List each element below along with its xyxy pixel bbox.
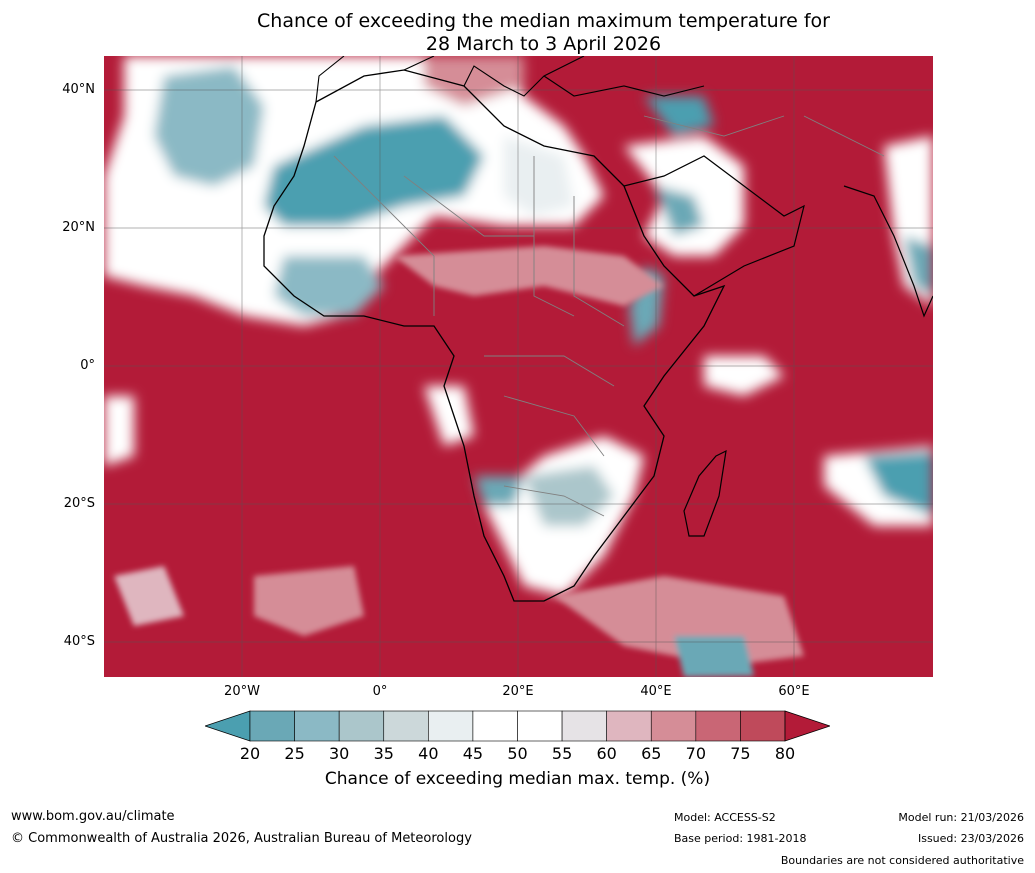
colorbar-tick: 25 <box>284 744 305 763</box>
lon-label-0: 0° <box>372 684 388 699</box>
colorbar-tick: 30 <box>328 744 350 763</box>
colorbar-tick: 50 <box>507 744 528 763</box>
colorbar-segment <box>561 710 607 742</box>
colorbar-segment <box>650 710 697 742</box>
colorbar-extend-high <box>784 710 832 742</box>
issued-date: Issued: 23/03/2026 <box>917 832 1024 845</box>
colorbar-extend-low <box>203 710 251 742</box>
arabia-coastline <box>623 155 805 297</box>
title-line-2: 28 March to 3 April 2026 <box>425 33 662 55</box>
colorbar-tick: 55 <box>551 744 573 763</box>
colorbar-tick: 60 <box>596 744 617 763</box>
low-chance-regions <box>104 56 933 596</box>
colorbar-tick: 80 <box>774 744 796 763</box>
model-info: Model: ACCESS-S2 <box>674 811 776 824</box>
colorbar-tick: 40 <box>418 744 439 763</box>
colorbar-tick: 35 <box>373 744 394 763</box>
lon-label-20w: 20°W <box>224 684 260 699</box>
colorbar <box>203 710 832 744</box>
colorbar-segment <box>428 710 474 742</box>
colorbar-segment <box>695 710 741 742</box>
colorbar-tick: 20 <box>239 744 261 763</box>
colorbar-tick: 45 <box>462 744 484 763</box>
colorbar-caption: Chance of exceeding median max. temp. (%… <box>324 769 711 789</box>
colorbar-svg <box>203 710 832 742</box>
colorbar-tick: 75 <box>730 744 751 763</box>
lat-label-40n: 40°N <box>62 82 95 97</box>
chart-title: Chance of exceeding the median maximum t… <box>0 10 1035 56</box>
colorbar-segment <box>740 710 786 742</box>
map-svg <box>104 56 933 677</box>
lon-label-40e: 40°E <box>640 684 672 699</box>
africa-coastline <box>263 69 726 602</box>
mid-chance-regions <box>114 246 804 677</box>
colorbar-segment <box>294 710 340 742</box>
colorbar-segment <box>249 710 295 742</box>
colorbar-segment <box>472 710 518 742</box>
europe-coastline <box>315 56 705 103</box>
forecast-map <box>104 56 933 677</box>
lon-label-60e: 60°E <box>778 684 810 699</box>
colorbar-segment <box>338 710 385 742</box>
lat-label-20n: 20°N <box>62 220 95 235</box>
lon-label-20e: 20°E <box>502 684 534 699</box>
lat-label-40s: 40°S <box>63 634 95 649</box>
title-line-1: Chance of exceeding the median maximum t… <box>257 10 830 32</box>
website-link[interactable]: www.bom.gov.au/climate <box>11 809 175 824</box>
disclaimer: Boundaries are not considered authoritat… <box>780 854 1024 867</box>
madagascar <box>683 449 727 537</box>
base-period: Base period: 1981-2018 <box>674 832 807 845</box>
lat-label-20s: 20°S <box>63 496 95 511</box>
colorbar-segment <box>606 710 652 742</box>
colorbar-tick-labels: 20 25 30 35 40 45 50 55 60 65 70 75 80 <box>0 744 1035 764</box>
country-borders <box>333 115 885 517</box>
copyright: © Commonwealth of Australia 2026, Austra… <box>11 831 472 846</box>
india-coastline <box>843 185 933 318</box>
colorbar-segment <box>517 710 563 742</box>
colorbar-segment <box>383 710 429 742</box>
colorbar-tick: 70 <box>685 744 706 763</box>
lat-label-0: 0° <box>80 358 95 373</box>
graticule <box>104 56 933 677</box>
colorbar-tick: 65 <box>641 744 662 763</box>
model-run: Model run: 21/03/2026 <box>898 811 1024 824</box>
